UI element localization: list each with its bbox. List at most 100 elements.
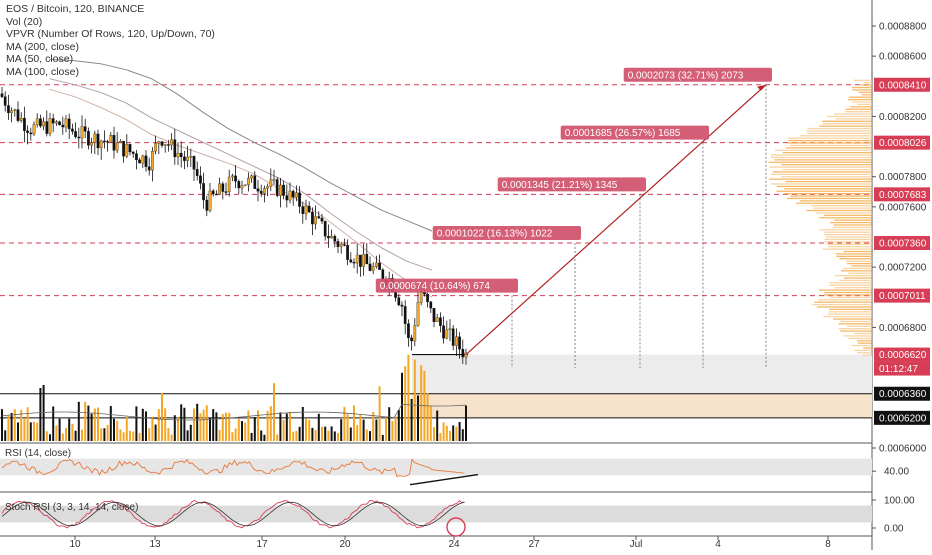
volume-bar [394,416,397,441]
stoch-tick-label: 0.00 [884,524,904,535]
vpvr-row [856,352,872,354]
target-label-text: 0.0001685 (26.57%) 1685 [565,128,681,139]
volume-bar [7,415,10,441]
stoch-d-line [1,501,465,527]
price-tick-label: 0.0007800 [879,172,927,183]
vpvr-row [847,262,872,265]
price-tick-label: 0.0008200 [879,112,927,123]
level-price-label: 0.0006200 [879,413,927,424]
candle-body [35,118,39,125]
vpvr-row [840,330,872,332]
volume-bar [23,418,26,441]
time-tick-label: 13 [149,539,161,550]
volume-bar [186,430,189,441]
vpvr-row [851,86,872,89]
candle-body [23,117,26,131]
volume-bar [55,425,58,441]
candle-body [317,216,321,219]
legend-volume[interactable]: Vol (20) [6,15,43,28]
volume-bar [305,418,307,441]
candle-body [327,236,330,239]
vpvr-row [828,246,872,248]
vpvr-row [776,190,872,192]
vpvr-row [826,115,872,118]
vpvr-row [848,272,872,274]
volume-bar [109,406,112,441]
vpvr-row [829,311,872,313]
volume-bar [413,359,416,441]
vpvr-row [861,94,872,96]
candle-body [375,262,378,267]
candle-body [157,141,161,144]
candle-body [13,109,17,111]
vpvr-row [862,354,872,356]
stoch-label[interactable]: Stoch RSI (3, 3, 14, 14, close) [5,502,138,513]
candle-body [333,236,337,242]
target-label-text: 0.0001022 (16.13%) 1022 [437,229,553,240]
rsi-divergence-line [409,473,479,486]
volume-bar [4,430,7,441]
candle-body [125,144,129,157]
volume-bar [311,427,314,441]
volume-bar [36,422,39,441]
candle-body [51,118,55,124]
volume-bar [330,426,333,441]
vpvr-row [823,231,872,233]
volume-bar [132,431,135,441]
vpvr-row [774,159,872,161]
candle-body [10,110,13,113]
vpvr-row [790,144,872,147]
legend-ma100[interactable]: MA (100, close) [6,65,79,78]
vpvr-row [769,166,872,168]
level-price-label: 0.0006620 [879,350,927,361]
volume-bar [154,424,157,441]
price-tick-label: 0.0007600 [879,202,927,213]
legend-ma50[interactable]: MA (50, close) [6,53,74,65]
candle-body [96,133,100,149]
candle-body [461,348,465,358]
candle-body [109,135,113,143]
volume-bar [84,401,87,441]
candle-body [224,191,228,193]
candle-body [170,139,173,146]
candle-body [343,244,346,246]
candle-body [80,126,84,139]
candle-body [0,93,4,97]
candle-body [115,142,119,151]
volume-bar [148,428,151,441]
vpvr-row [835,253,872,255]
volume-bar [65,427,67,441]
time-tick-label: 8 [825,539,831,550]
candle-body [77,136,81,139]
rsi-label[interactable]: RSI (14, close) [5,448,71,459]
candle-body [410,337,413,342]
candle-body [83,126,87,132]
volume-bar [356,425,359,441]
candle-body [304,205,308,214]
candle-body [147,166,151,171]
level-price-label-box [874,135,930,150]
volume-bar [247,410,250,441]
candle-body [269,179,273,187]
target-label-text: 0.0001345 (21.21%) 1345 [502,180,618,191]
vpvr-row [788,139,872,142]
candle-body [416,302,420,326]
candle-body [186,156,189,161]
candle-body [32,124,36,135]
volume-bars [1,354,467,441]
legend-vpvr[interactable]: VPVR (Number Of Rows, 120, Up/Down, 70) [6,28,215,40]
candle-body [144,155,148,167]
candle-body [355,254,359,264]
candle-body [394,291,397,298]
legend-symbol[interactable]: EOS / Bitcoin, 120, BINANCE [6,3,145,15]
candle-body [112,135,116,151]
vpvr-row [822,248,872,250]
candle-body [64,118,68,128]
candle-body [173,139,177,158]
stoch-highlight-circle [446,517,466,537]
legend-ma200[interactable]: MA (200, close) [6,40,79,53]
target-label-text: 0.0000674 (10.64%) 674 [380,281,491,292]
vpvr-row [770,173,872,175]
candle-body [3,96,7,106]
volume-bar [237,418,240,441]
